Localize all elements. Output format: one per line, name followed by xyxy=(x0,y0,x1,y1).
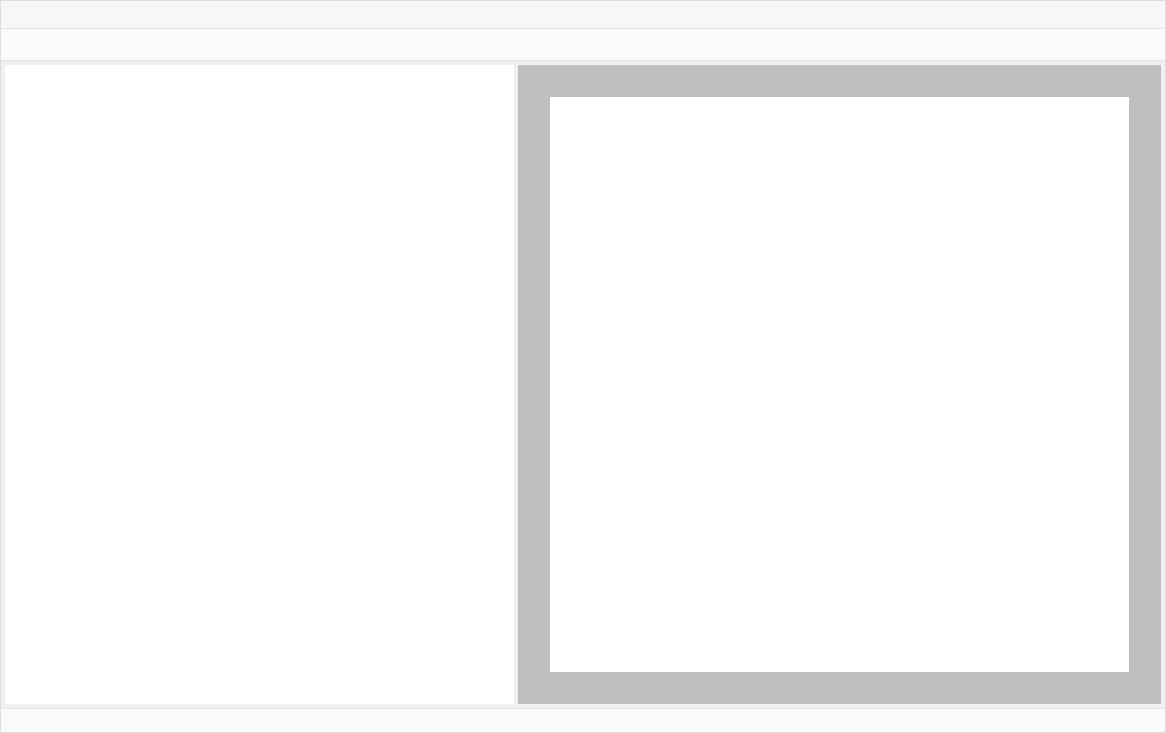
viewports xyxy=(1,61,1165,708)
toolbar xyxy=(1,29,1165,61)
viewport-3d[interactable] xyxy=(5,65,514,704)
titlebar xyxy=(1,1,1165,29)
app-logo-icon xyxy=(11,7,39,23)
viewport-uv[interactable] xyxy=(518,65,1161,704)
statusbar xyxy=(1,708,1165,732)
uv-grid[interactable] xyxy=(550,97,1129,672)
